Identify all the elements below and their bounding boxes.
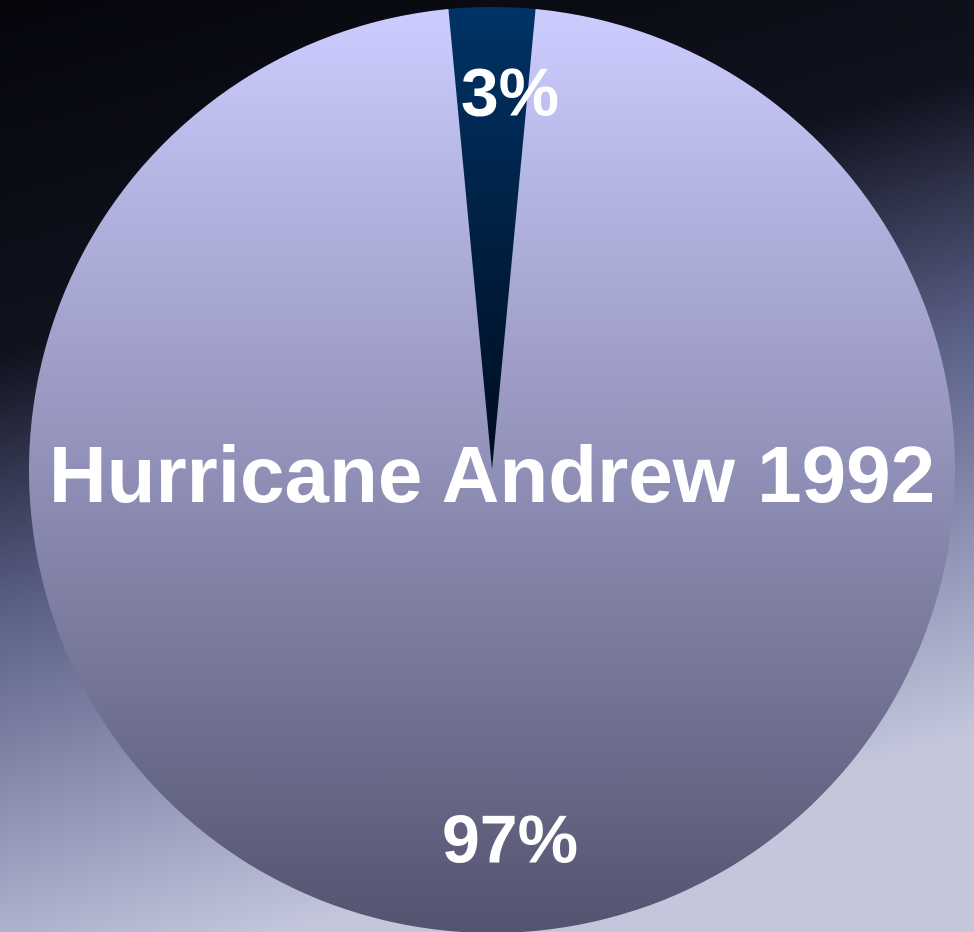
pie	[29, 7, 955, 932]
labels: 3% 97%	[442, 55, 578, 878]
data-label: 97%	[442, 801, 578, 877]
chart-title: Hurricane Andrew 1992	[49, 430, 935, 519]
data-label: 3%	[461, 55, 559, 131]
pie-slice	[29, 9, 955, 932]
pie-slice	[448, 7, 536, 471]
